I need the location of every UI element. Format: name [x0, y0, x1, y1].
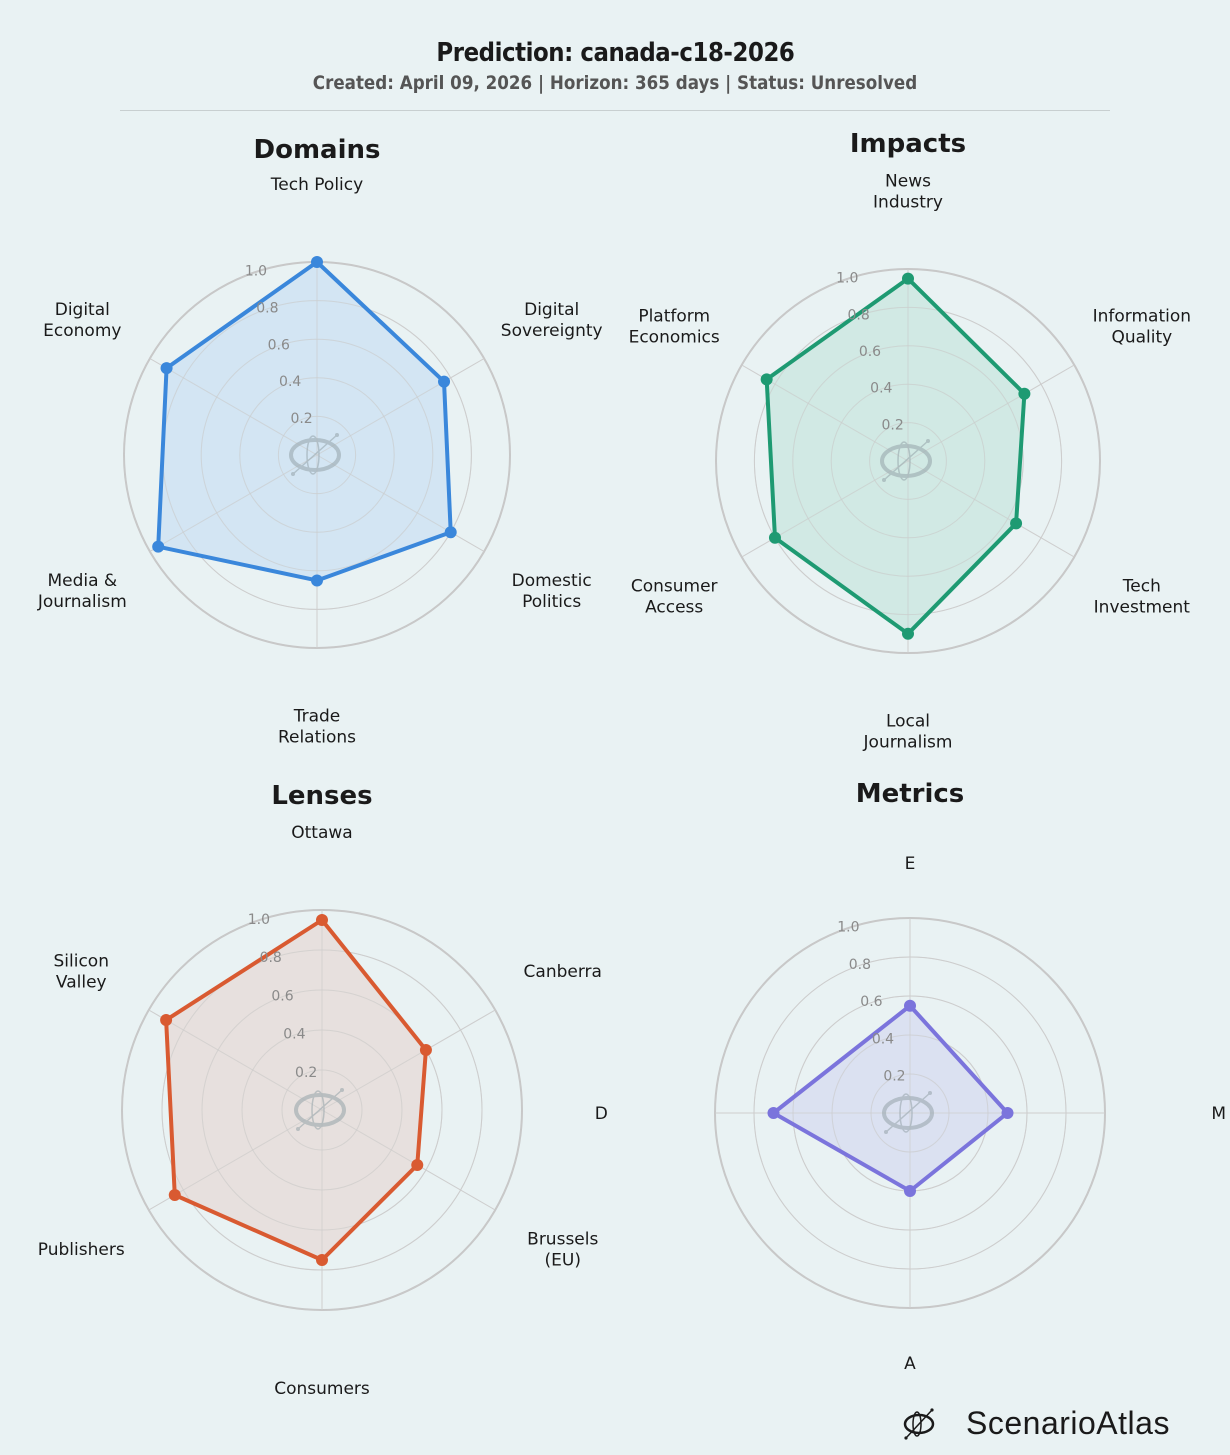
radar-lenses: Lenses 0.2 0.4 0.6 0.8 1.0 Ottawa Canberra Bruss… [38, 781, 602, 1399]
axis-label: Tech Investment [1094, 577, 1191, 618]
radar-impacts: Impacts 0.2 0.4 0.6 0.8 1.0 News Industry Inform… [629, 129, 1191, 753]
axis-label: Digital Sovereignty [501, 300, 603, 341]
series-area [766, 278, 1025, 634]
tick-label: 1.0 [837, 920, 859, 936]
tick-label: 0.8 [849, 957, 871, 973]
page-header: Prediction: canada-c18-2026 Created: Apr… [0, 38, 1230, 94]
tick-label: 0.2 [883, 1069, 905, 1085]
tick-label: 0.4 [872, 1031, 894, 1047]
axis-label: Canberra [524, 962, 602, 982]
axis-label: Local Journalism [863, 712, 953, 753]
data-point [767, 1107, 780, 1119]
data-point [152, 540, 165, 553]
tick-label: 0.6 [860, 994, 882, 1010]
data-point [411, 1159, 424, 1171]
tick-label: 0.8 [260, 950, 282, 966]
axis-label: Brussels (EU) [527, 1230, 598, 1271]
tick-label: 0.6 [268, 337, 290, 353]
data-point [768, 531, 781, 544]
watermark-logo-icon [882, 1091, 934, 1134]
axis-label: News Industry [873, 172, 943, 213]
data-point [316, 1254, 328, 1266]
tick-label: 0.4 [870, 381, 892, 397]
series-area [158, 262, 451, 581]
data-point [760, 373, 773, 386]
axis-label: Consumer Access [631, 577, 718, 618]
data-point [419, 1044, 432, 1056]
axis-label: Platform Economics [629, 307, 720, 348]
tick-label: 1.0 [248, 912, 270, 928]
radar-metrics: Metrics 0.2 0.4 0.6 0.8 1.0 E M A D [595, 779, 1226, 1374]
data-point [904, 1185, 916, 1197]
tick-label: 0.6 [271, 988, 293, 1004]
data-point [311, 256, 323, 268]
chart-title: Metrics [856, 779, 965, 809]
axis-label: A [904, 1354, 916, 1374]
brand-name: ScenarioAtlas [966, 1405, 1170, 1441]
tick-label: 0.2 [295, 1065, 317, 1081]
chart-title: Domains [254, 135, 381, 165]
page-subtitle: Created: April 09, 2026 | Horizon: 365 d… [312, 72, 918, 94]
data-point [160, 1014, 173, 1026]
tick-label: 0.4 [283, 1027, 305, 1043]
data-point [438, 375, 451, 388]
watermark-logo-icon [289, 433, 341, 476]
axis-label: Tech Policy [270, 175, 363, 195]
axis-label: Publishers [38, 1240, 125, 1260]
axis-label: Media & Journalism [37, 571, 127, 612]
data-point [1018, 387, 1031, 400]
tick-label: 0.8 [256, 300, 278, 316]
axis-label: Information Quality [1093, 307, 1191, 348]
tick-label: 1.0 [836, 271, 858, 287]
axis-label: Ottawa [291, 823, 352, 843]
tick-label: 0.2 [882, 417, 904, 433]
tick-label: 0.2 [290, 411, 312, 427]
data-point [902, 627, 914, 640]
watermark-logo-icon [880, 439, 932, 482]
data-point [160, 362, 173, 375]
data-point [444, 526, 457, 539]
radar-domains: Domains 0.2 0.4 0.6 0.8 1.0 Tech Policy Digital… [37, 135, 603, 748]
brand-footer: ScenarioAtlas [900, 1405, 1170, 1442]
data-point [311, 574, 323, 587]
axis-label: Silicon Valley [54, 952, 109, 993]
axis-label: M [1211, 1104, 1226, 1124]
series-area [166, 920, 426, 1260]
data-point [316, 914, 328, 926]
axis-label: D [595, 1104, 608, 1124]
tick-label: 0.8 [847, 307, 869, 323]
chart-title: Impacts [850, 129, 966, 159]
tick-label: 0.6 [859, 344, 881, 360]
tick-label: 0.4 [279, 374, 301, 390]
chart-title: Lenses [271, 781, 372, 811]
axis-label: Domestic Politics [512, 571, 592, 612]
axis-label: E [905, 854, 916, 874]
watermark-logo-icon [294, 1088, 346, 1131]
axis-label: Consumers [274, 1379, 370, 1399]
scenarioatlas-logo-icon [903, 1407, 935, 1440]
data-point [902, 272, 914, 285]
axis-label: Trade Relations [278, 707, 356, 748]
data-point [168, 1189, 181, 1201]
data-point [904, 999, 916, 1012]
tick-label: 1.0 [245, 264, 267, 280]
page-title: Prediction: canada-c18-2026 [435, 38, 794, 68]
data-point [1010, 517, 1023, 530]
data-point [1001, 1107, 1014, 1119]
axis-label: Digital Economy [43, 300, 121, 341]
header-divider [120, 110, 1110, 111]
